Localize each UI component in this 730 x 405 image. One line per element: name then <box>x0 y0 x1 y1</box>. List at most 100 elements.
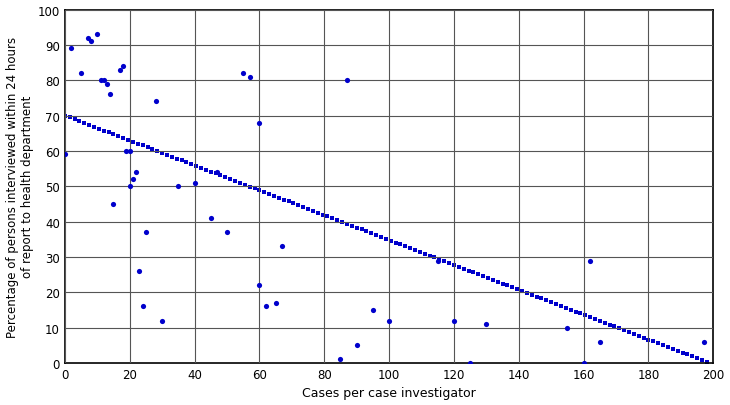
Point <box>264 191 275 198</box>
Point <box>609 324 620 330</box>
Point <box>151 149 163 155</box>
Point <box>283 199 294 205</box>
Point <box>101 81 113 88</box>
Point <box>317 212 328 218</box>
Point <box>95 78 107 84</box>
Point <box>492 279 504 285</box>
Point <box>85 39 96 45</box>
Point <box>453 264 464 271</box>
Point <box>278 197 290 203</box>
Point <box>419 251 431 257</box>
Point <box>367 307 379 313</box>
Point <box>91 32 103 38</box>
Point <box>244 74 256 81</box>
Point <box>502 283 513 289</box>
Point <box>171 156 182 162</box>
Point <box>628 331 639 337</box>
Point <box>137 143 148 149</box>
Point <box>531 294 542 300</box>
Point <box>604 322 615 328</box>
Point <box>561 325 573 331</box>
Point <box>560 305 572 311</box>
Point <box>147 147 158 153</box>
Point <box>98 78 110 84</box>
Point <box>341 221 353 228</box>
Point <box>253 120 265 127</box>
Point <box>326 215 338 222</box>
Point <box>638 335 650 341</box>
Point <box>511 286 523 293</box>
Point <box>112 134 124 140</box>
Point <box>448 318 460 324</box>
Point <box>273 195 285 201</box>
Point <box>118 64 129 70</box>
Point <box>410 247 421 254</box>
Point <box>565 307 577 313</box>
Point <box>185 162 197 168</box>
Point <box>375 234 387 241</box>
Point <box>210 171 221 177</box>
Point <box>443 260 455 266</box>
Point <box>156 318 168 324</box>
Point <box>131 169 142 176</box>
Point <box>134 268 145 275</box>
Point <box>239 182 250 188</box>
Point <box>487 277 499 284</box>
Point <box>124 148 136 155</box>
Point <box>224 176 236 183</box>
Point <box>385 238 396 244</box>
Point <box>331 217 343 224</box>
Point <box>589 316 601 322</box>
Point <box>467 269 479 276</box>
Point <box>212 169 223 176</box>
Point <box>132 141 144 147</box>
Point <box>205 169 217 175</box>
Point <box>594 318 606 324</box>
Point <box>75 71 87 77</box>
Point <box>657 342 669 349</box>
Point <box>380 236 392 243</box>
Point <box>536 296 548 302</box>
Point <box>118 135 129 142</box>
Point <box>221 229 233 236</box>
Point <box>464 360 476 367</box>
Point <box>448 262 460 269</box>
Point <box>540 297 552 304</box>
Point <box>78 121 90 127</box>
Y-axis label: Percentage of persons interviewed within 24 hours
of report to health department: Percentage of persons interviewed within… <box>6 36 34 337</box>
Point <box>682 352 694 358</box>
Point <box>127 139 139 146</box>
Point <box>429 255 440 261</box>
Point <box>260 303 272 310</box>
Point <box>516 288 528 294</box>
Point <box>383 318 395 324</box>
Point <box>672 347 683 354</box>
Point <box>64 115 75 122</box>
Point <box>83 122 95 129</box>
Point <box>191 163 202 170</box>
Point <box>69 117 80 123</box>
Point <box>434 256 445 263</box>
Point <box>584 258 596 264</box>
Point <box>677 350 688 356</box>
Point <box>293 202 304 209</box>
Point <box>351 225 363 231</box>
Point <box>432 258 444 264</box>
Point <box>575 310 586 317</box>
Point <box>156 150 168 157</box>
Point <box>458 266 469 272</box>
Point <box>613 325 625 332</box>
Point <box>288 200 299 207</box>
Point <box>642 337 654 343</box>
X-axis label: Cases per case investigator: Cases per case investigator <box>302 386 476 399</box>
Point <box>195 165 207 172</box>
Point <box>137 303 148 310</box>
Point <box>477 273 489 280</box>
Point <box>569 309 581 315</box>
Point <box>127 177 139 183</box>
Point <box>414 249 426 256</box>
Point <box>98 128 110 134</box>
Point <box>404 245 416 252</box>
Point <box>356 227 367 233</box>
Point <box>701 359 712 365</box>
